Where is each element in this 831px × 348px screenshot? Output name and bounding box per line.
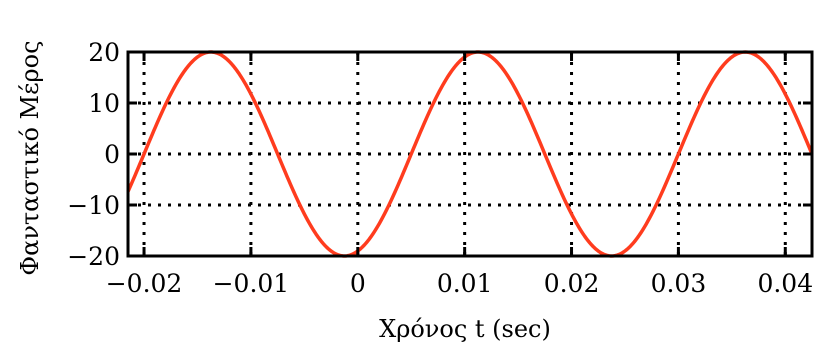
- x-tick-label: −0.02: [106, 269, 183, 298]
- x-axis-title: Χρόνος t (sec): [379, 315, 551, 343]
- y-tick-label: 10: [88, 89, 120, 118]
- x-tick-label: 0.04: [757, 269, 813, 298]
- series-layer: [126, 50, 814, 258]
- series-line-0: [126, 50, 814, 258]
- tick-labels: −0.02 −0.01 0 0.01 0.02 0.03 0.04 20 10 0 −10 −20: [67, 38, 813, 298]
- grid: [128, 52, 812, 256]
- y-tick-label: −10: [67, 191, 120, 220]
- x-tick-label: 0.03: [651, 269, 707, 298]
- y-axis-title: Φανταστικό Μέρος: [16, 40, 44, 275]
- y-tick-label: 0: [104, 140, 120, 169]
- y-tick-label: 20: [88, 38, 120, 67]
- ticks: [128, 50, 812, 258]
- x-tick-label: −0.01: [213, 269, 290, 298]
- x-tick-label: 0.02: [544, 269, 600, 298]
- x-tick-label: 0: [350, 269, 366, 298]
- y-tick-label: −20: [67, 242, 120, 271]
- x-tick-label: 0.01: [437, 269, 493, 298]
